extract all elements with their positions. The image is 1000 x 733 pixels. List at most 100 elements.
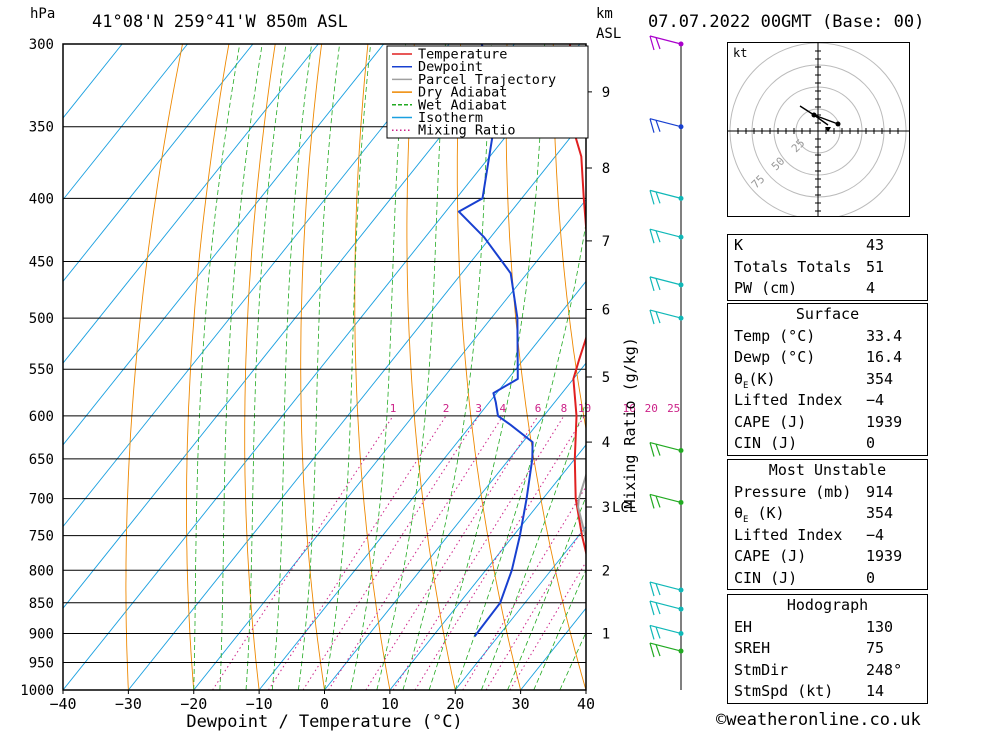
wind-barb <box>649 441 682 457</box>
km-tick-label: 2 <box>602 563 610 579</box>
dry-adiabat-line <box>646 44 727 690</box>
surface-panel: Surface Temp (°C) 33.4 Dewp (°C) 16.4 θE(K… <box>727 303 928 456</box>
hodograph-stats-panel: Hodograph EH 130 SREH 75 StmDir 248° StmSpd… <box>727 594 928 704</box>
x-tick-label: −20 <box>180 695 207 713</box>
mixing-ratio-label: 10 <box>578 402 591 415</box>
mixing-ratio-label: 8 <box>561 402 568 415</box>
wind-barb <box>649 228 682 244</box>
wet-adiabat-line <box>271 44 312 690</box>
hodograph-unit: kt <box>733 46 747 60</box>
km-tick-label: 8 <box>602 161 610 177</box>
mu-cin-row: CIN (J) 0 <box>734 568 876 587</box>
pressure-tick-label: 400 <box>29 191 54 207</box>
mixing-ratio-label: 1 <box>390 402 397 415</box>
pressure-tick-label: 300 <box>29 37 54 53</box>
km-tick-label: 4 <box>602 435 610 451</box>
pressure-tick-label: 950 <box>29 655 54 671</box>
most-unstable-title: Most Unstable <box>768 461 887 479</box>
wind-barb-flag <box>655 191 661 204</box>
pressure-tick-label: 700 <box>29 492 54 508</box>
surface-title: Surface <box>795 305 860 323</box>
pressure-tick-label: 750 <box>29 529 54 545</box>
surface-theta-row: θE(K) 354 <box>734 369 894 391</box>
x-tick-label: 30 <box>512 695 530 713</box>
pressure-tick-label: 1000 <box>20 683 54 699</box>
wind-barb-flag <box>649 442 655 457</box>
stmdir-row: StmDir 248° <box>734 660 903 679</box>
x-tick-label: 20 <box>446 695 464 713</box>
wind-barb <box>649 581 682 597</box>
mixing-ratio-axis-label: Mixing Ratio (g/kg) <box>621 337 639 509</box>
km-tick-label: 7 <box>602 234 610 250</box>
wind-barb-shaft <box>649 35 682 45</box>
wind-barb <box>649 118 682 133</box>
pressure-tick-label: 850 <box>29 596 54 612</box>
wind-barb-shaft <box>649 642 682 652</box>
wet-adiabat-line <box>585 689 586 690</box>
x-tick-label: −30 <box>115 695 142 713</box>
mixing-ratio-label: 3 <box>475 402 482 415</box>
isotherm-line <box>63 44 319 364</box>
mixing-ratio-label: 20 <box>645 402 658 415</box>
footer-credit[interactable]: ©weatheronline.co.uk <box>716 710 921 730</box>
isotherm-line <box>389 444 586 690</box>
pressure-tick-label: 450 <box>29 255 54 271</box>
mixing-ratio-label: 6 <box>535 402 542 415</box>
wind-barb-flag <box>649 190 655 205</box>
hodograph-panel: 25 50 75 kt <box>727 42 910 220</box>
wind-barb-flag <box>655 495 661 508</box>
wind-barb <box>649 624 682 640</box>
wind-barb-shaft <box>649 581 682 591</box>
wind-barb-shaft <box>649 276 682 286</box>
wind-barb-flag <box>649 228 655 244</box>
mixing-ratio-line <box>365 415 539 690</box>
mixing-ratio-label: 16 <box>623 402 636 415</box>
pressure-tick-label: 900 <box>29 626 54 642</box>
km-label: km <box>596 6 613 22</box>
mixing-ratio-label: 2 <box>443 402 450 415</box>
isotherm-line <box>63 44 188 201</box>
asl-label: ASL <box>596 26 622 42</box>
index-row: K 43 <box>734 236 885 254</box>
wind-barb-shaft <box>649 309 682 319</box>
x-tick-label: 0 <box>320 695 329 713</box>
legend-entry: Dry Adiabat <box>418 85 507 101</box>
wind-barb-flag <box>649 642 655 658</box>
most-unstable-panel: Most Unstable Pressure (mb) 914 θE (K) 354… <box>727 459 928 590</box>
wind-barb-flag <box>655 311 661 324</box>
wet-adiabat-line <box>245 44 287 690</box>
wind-barb <box>649 309 682 325</box>
surface-cape-row: CAPE (J) 1939 <box>734 412 903 431</box>
km-tick-label: 6 <box>602 302 610 318</box>
km-tick-label: 3 <box>602 500 610 516</box>
mu-theta-row: θE (K) 354 <box>734 504 894 525</box>
pressure-tick-label: 350 <box>29 120 54 136</box>
wet-adiabat-line <box>219 44 263 690</box>
wind-barb-shaft <box>649 624 682 635</box>
isotherm-line <box>585 689 586 690</box>
location-title: 41°08'N 259°41'W 850m ASL <box>92 12 348 32</box>
mixing-ratio-line <box>328 415 504 690</box>
wind-barb-flag <box>649 600 655 616</box>
pressure-tick-label: 800 <box>29 563 54 579</box>
legend-entry: Wet Adiabat <box>418 97 507 113</box>
legend-entry: Parcel Trajectory <box>418 72 556 88</box>
surface-cin-row: CIN (J) 0 <box>734 434 876 452</box>
wind-barb-flag <box>649 581 655 597</box>
wind-barb-flag <box>655 278 661 291</box>
wet-adiabat-line <box>533 568 586 690</box>
wind-barb <box>649 276 682 292</box>
wind-barb-flag <box>649 118 655 133</box>
wind-barb <box>649 35 682 51</box>
wind-barb-flag <box>655 37 661 50</box>
surface-dewp-row: Dewp (°C) 16.4 <box>734 348 903 366</box>
stmspd-row: StmSpd (kt) 14 <box>734 682 885 700</box>
surface-li-row: Lifted Index −4 <box>734 391 885 409</box>
hodograph-trace <box>799 105 839 126</box>
wind-barb-shaft <box>649 441 682 452</box>
hpa-label: hPa <box>30 6 56 22</box>
wind-barb-flag <box>655 230 661 243</box>
mu-pressure-row: Pressure (mb) 914 <box>734 482 894 501</box>
wind-barb-flag <box>649 494 655 509</box>
